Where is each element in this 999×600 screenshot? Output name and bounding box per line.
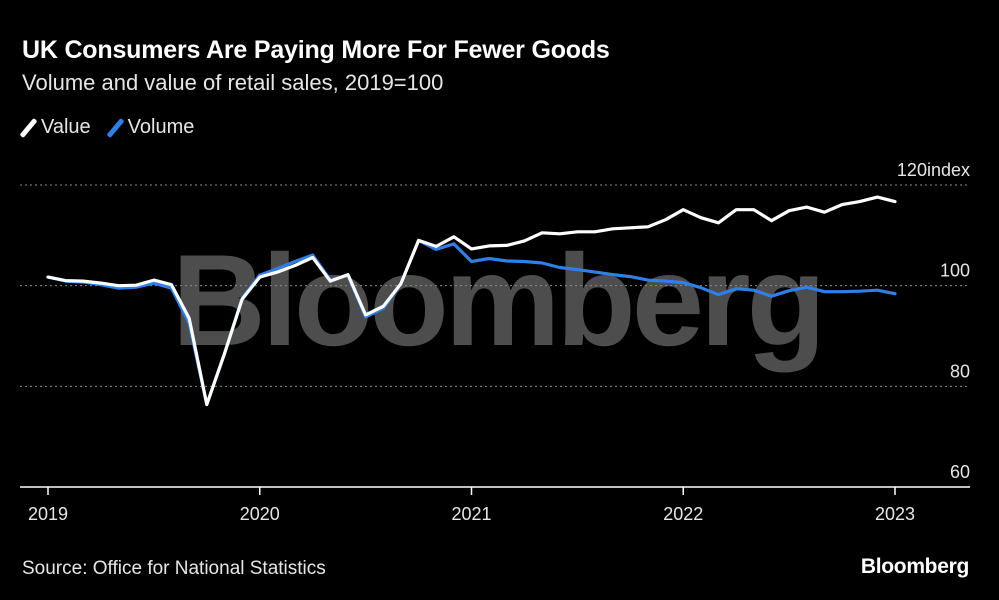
source-note: Source: Office for National Statistics: [22, 558, 326, 579]
x-tick-label: 2023: [875, 504, 915, 524]
legend: Value Volume: [19, 116, 212, 139]
bloomberg-logo: Bloomberg: [860, 555, 969, 578]
legend-item-value: Value: [19, 116, 91, 139]
y-tick-label: 60: [950, 462, 970, 482]
legend-label-volume: Volume: [127, 116, 195, 138]
x-tick-label: 2022: [663, 504, 703, 524]
x-tick-label: 2021: [451, 504, 491, 524]
legend-label-value: Value: [41, 116, 91, 138]
x-tick-label: 2019: [28, 504, 68, 524]
chart-subtitle: Volume and value of retail sales, 2019=1…: [22, 70, 444, 95]
y-tick-label: 80: [950, 361, 970, 381]
chart-title: UK Consumers Are Paying More For Fewer G…: [22, 36, 610, 64]
y-tick-label: 100: [940, 261, 970, 281]
legend-item-volume: Volume: [106, 116, 195, 139]
x-tick-label: 2020: [240, 504, 280, 524]
watermark-text: Bloomberg: [172, 227, 822, 373]
y-tick-label: 120index: [897, 160, 970, 180]
series-line-value: [46, 195, 897, 407]
